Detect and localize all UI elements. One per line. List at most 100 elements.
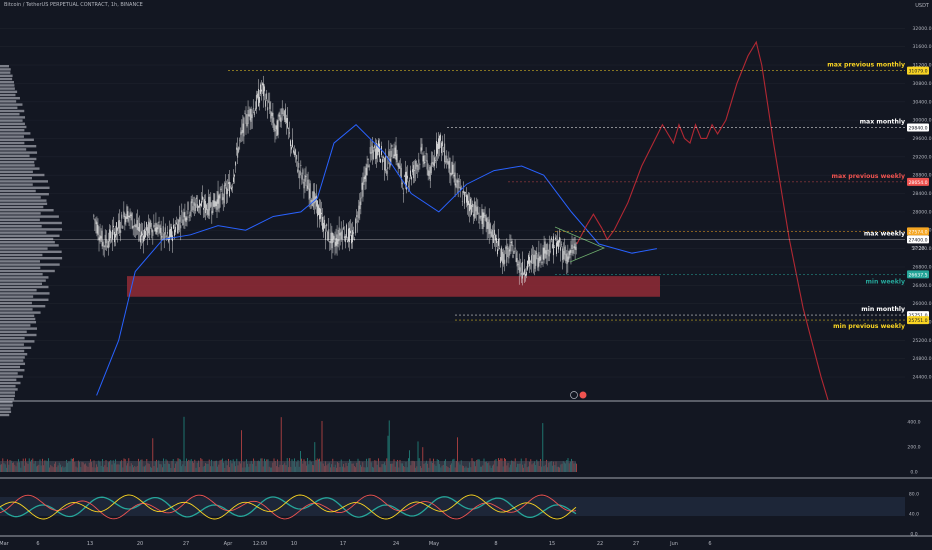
candle-body [511, 240, 513, 246]
candle-body [258, 88, 259, 107]
candle-body [274, 129, 276, 132]
candle-body [276, 120, 278, 136]
candle-body [161, 236, 163, 238]
candle-body [241, 129, 243, 134]
candle-body [348, 228, 349, 242]
volume-profile-bar [0, 337, 25, 340]
level-label: max previous weekly [832, 173, 905, 180]
candle-body [573, 246, 575, 249]
candle-body [362, 181, 364, 197]
candle-body [125, 216, 127, 223]
volume-profile-bar [0, 109, 25, 113]
candle-body [275, 125, 277, 130]
candle-body [515, 252, 517, 262]
candle-body [269, 102, 271, 109]
y-tick-label: 32000.0 [913, 26, 932, 32]
candle-body [199, 199, 200, 208]
candle-body [448, 160, 450, 169]
volume-profile-bar [0, 205, 44, 209]
candle-body [136, 220, 138, 230]
candle-body [293, 150, 294, 153]
candle-body [384, 158, 386, 171]
volume-profile-bar [0, 209, 54, 212]
candle-body [160, 227, 162, 240]
x-tick-label: 6 [36, 541, 39, 547]
chart-title: Bitcoin / TetherUS PERPETUAL CONTRACT, 1… [4, 2, 143, 8]
candle-body [560, 247, 562, 251]
y-tick-label: 29200.0 [913, 154, 932, 160]
candle-body [94, 219, 96, 221]
candle-body [453, 174, 455, 177]
candle-body [550, 237, 552, 240]
candle-body [262, 83, 263, 86]
event-flag-icon [570, 391, 578, 399]
candle-body [333, 236, 335, 240]
candle-body [455, 183, 457, 188]
candle-body [329, 241, 331, 243]
volume-profile-bar [0, 308, 33, 311]
candle-body [454, 172, 456, 186]
candle-body [99, 235, 101, 242]
candle-body [436, 141, 437, 157]
candle-body [134, 225, 136, 228]
x-tick-label: 24 [393, 541, 399, 547]
volume-profile-bar [0, 202, 48, 205]
level-label: max weekly [864, 230, 905, 237]
volume-profile-bar [0, 321, 37, 324]
candle-body [101, 230, 103, 247]
candle-body [444, 143, 446, 163]
volume-profile-bar [0, 189, 36, 193]
event-flag-icon [579, 391, 587, 399]
candle-body [234, 174, 235, 177]
candle-body [165, 236, 167, 237]
candle-body [319, 207, 320, 220]
candle-body [518, 261, 520, 274]
price-badge-label: 26637.5 [909, 272, 928, 278]
y-tick-label: 24800.0 [913, 356, 932, 362]
candle-body [441, 142, 442, 153]
candle-body [337, 239, 339, 245]
candle-body [363, 177, 365, 182]
candle-body [542, 247, 544, 260]
volume-profile-bar [0, 241, 55, 244]
candle-body [446, 155, 448, 163]
candle-body [398, 163, 400, 169]
candle-body [159, 225, 161, 233]
candle-body [231, 187, 232, 190]
rsi-tick-label: 80.0 [909, 492, 919, 498]
volume-profile-bar [0, 193, 49, 196]
candle-body [183, 212, 185, 218]
volume-profile-bar [0, 237, 54, 241]
volume-profile-bar [0, 327, 37, 330]
x-tick-label: 22 [597, 541, 603, 547]
x-tick-label: 27 [183, 541, 189, 547]
candle-body [462, 190, 464, 194]
price-badge-label: 31079.0 [909, 69, 928, 75]
volume-bar [422, 447, 424, 472]
candle-body [328, 229, 330, 241]
candle-body [209, 196, 211, 211]
candle-body [193, 202, 195, 206]
candle-body [562, 248, 564, 261]
candle-body [569, 250, 571, 255]
candle-body [218, 195, 220, 209]
candle-body [140, 235, 141, 243]
candle-body [421, 143, 423, 151]
candle-body [534, 254, 536, 269]
candle-body [332, 233, 334, 244]
price-badge-label: 25751.0 [909, 318, 928, 324]
x-tick-label: Mar [0, 541, 10, 547]
candle-body [366, 164, 368, 176]
candle-body [504, 259, 506, 264]
candle-body [395, 145, 397, 160]
candle-body [213, 193, 215, 207]
candle-body [457, 179, 459, 189]
volume-profile-bar [0, 349, 25, 353]
candle-body [340, 231, 342, 240]
candle-body [434, 160, 436, 161]
volume-bar [576, 463, 577, 472]
candle-body [162, 226, 164, 232]
candle-body [225, 187, 227, 195]
candle-body [500, 257, 501, 264]
